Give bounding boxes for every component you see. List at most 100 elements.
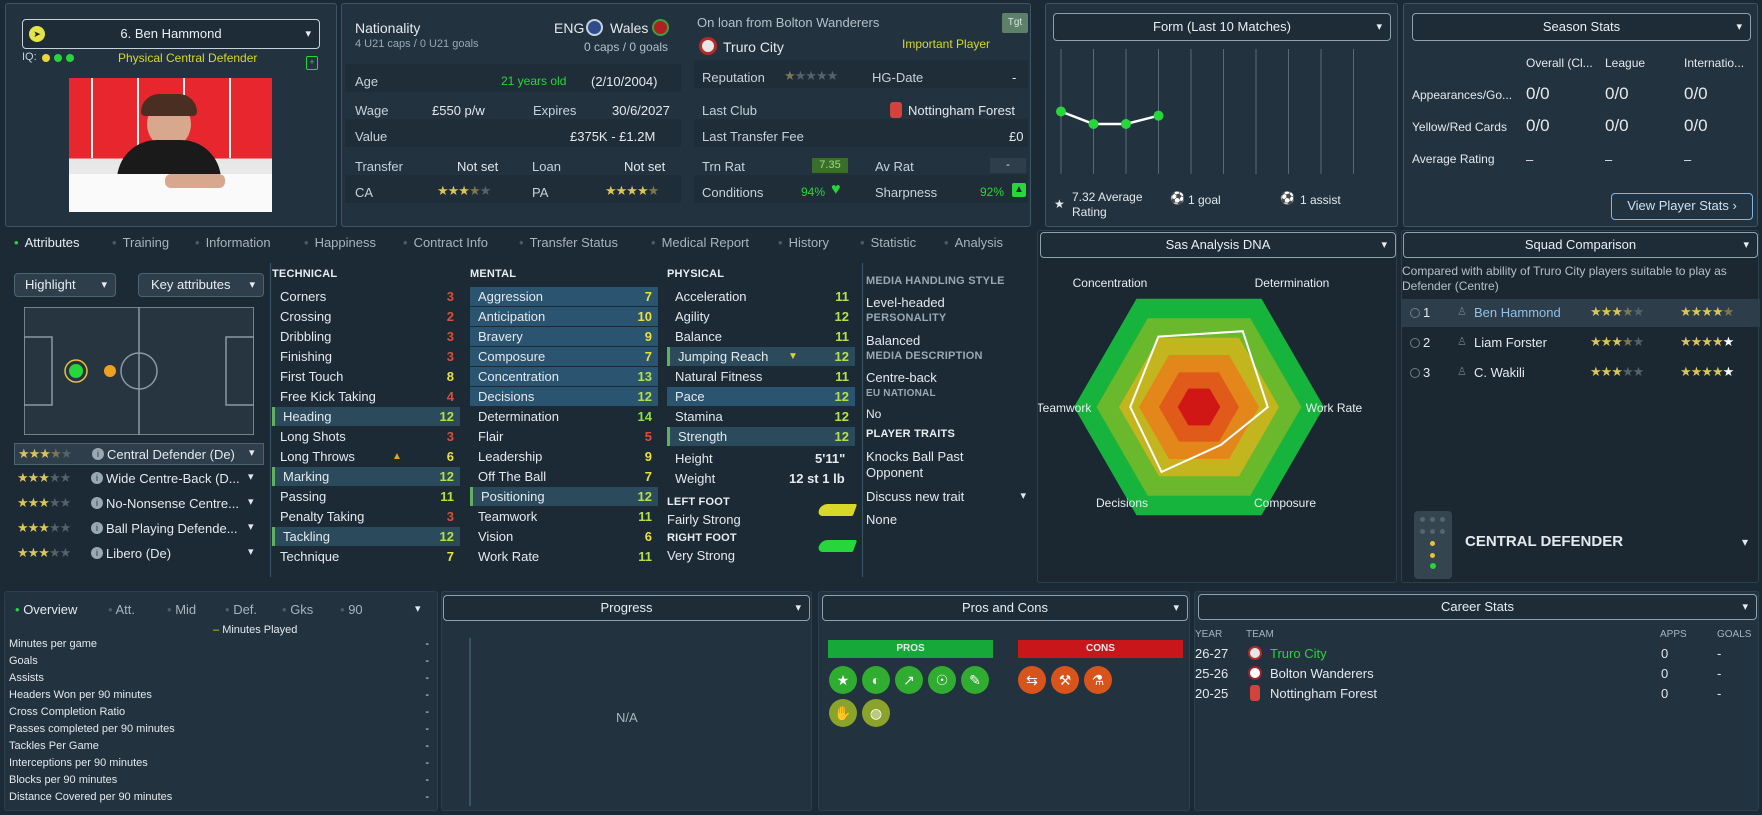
squad-selector[interactable]: Squad Comparison ▾ [1403, 232, 1758, 258]
highlight-select[interactable]: Highlight ▾ [14, 273, 116, 297]
attr-aggression[interactable]: Aggression 7 [470, 287, 658, 306]
tgt-badge[interactable]: Tgt [1002, 13, 1028, 33]
attr-passing[interactable]: Passing 11 [280, 489, 454, 504]
attr-agility[interactable]: Agility 12 [675, 309, 849, 324]
attr-decisions[interactable]: Decisions 12 [470, 387, 658, 406]
form-selector[interactable]: Form (Last 10 Matches) ▾ [1053, 13, 1391, 41]
attr-dribbling[interactable]: Dribbling 3 [280, 329, 454, 344]
attr-off-the-ball[interactable]: Off The Ball 7 [478, 469, 652, 484]
tab-medical-report[interactable]: Medical Report [651, 235, 749, 250]
form-point [1056, 106, 1066, 117]
attr-work-rate[interactable]: Work Rate 11 [478, 549, 652, 564]
squad-player-name[interactable]: C. Wakili [1474, 365, 1525, 380]
attr-positioning[interactable]: Positioning 12 [470, 487, 658, 506]
career-selector[interactable]: Career Stats ▾ [1198, 594, 1757, 620]
attr-free-kick[interactable]: Free Kick Taking 4 [280, 389, 454, 404]
attr-marking[interactable]: Marking 12 [272, 467, 460, 486]
squad-row[interactable]: 3 ♙ C. Wakili ★★★★★ ★★★★★ [1402, 359, 1760, 387]
tab-analysis[interactable]: Analysis [944, 235, 1003, 250]
radio-icon[interactable] [1410, 338, 1420, 348]
attr-anticipation[interactable]: Anticipation 10 [470, 307, 658, 326]
role-row[interactable]: ★★★★★ i Wide Centre-Back (D... ▾ [14, 468, 264, 490]
attr-concentration[interactable]: Concentration 13 [470, 367, 658, 386]
discuss-trait-button[interactable]: Discuss new trait ▾ [866, 489, 1026, 504]
squad-row[interactable]: 2 ♙ Liam Forster ★★★★★ ★★★★★ [1402, 329, 1760, 357]
chevron-down-icon: ▾ [248, 546, 254, 558]
overview-tab-att[interactable]: • Att. [108, 602, 135, 617]
role-row[interactable]: ★★★★★ i Ball Playing Defende... ▾ [14, 518, 264, 540]
player-selector[interactable]: ➤ 6. Ben Hammond ▾ [22, 19, 320, 49]
attr-natural-fitness[interactable]: Natural Fitness 11 [675, 369, 849, 384]
attr-crossing[interactable]: Crossing 2 [280, 309, 454, 324]
chevron-down-icon[interactable]: ▾ [415, 603, 421, 615]
overview-tab-mid[interactable]: • Mid [167, 602, 197, 617]
pros-cons-selector[interactable]: Pros and Cons ▾ [822, 595, 1188, 621]
last-club-value[interactable]: Nottingham Forest [908, 103, 1015, 118]
tab-contract-info[interactable]: Contract Info [403, 235, 488, 250]
season-selector[interactable]: Season Stats ▾ [1412, 13, 1751, 41]
attr-leadership[interactable]: Leadership 9 [478, 449, 652, 464]
attr-stamina[interactable]: Stamina 12 [675, 409, 849, 424]
attr-vision[interactable]: Vision 6 [478, 529, 652, 544]
attr-penalty[interactable]: Penalty Taking 3 [280, 509, 454, 524]
career-team[interactable]: Bolton Wanderers [1270, 666, 1374, 681]
attr-flair[interactable]: Flair 5 [478, 429, 652, 444]
dna-selector[interactable]: Sas Analysis DNA ▾ [1040, 232, 1396, 258]
attr-technique[interactable]: Technique 7 [280, 549, 454, 564]
attr-tackling[interactable]: Tackling 12 [272, 527, 460, 546]
tab-information[interactable]: Information [195, 235, 271, 250]
attr-composure[interactable]: Composure 7 [470, 347, 658, 366]
tab-happiness[interactable]: Happiness [304, 235, 376, 250]
loan-club[interactable]: Truro City [723, 39, 784, 55]
attr-teamwork[interactable]: Teamwork 11 [478, 509, 652, 524]
squad-player-name[interactable]: Ben Hammond [1474, 305, 1561, 320]
info-icon[interactable]: i [91, 497, 103, 509]
info-icon[interactable]: i [91, 547, 103, 559]
tab-training[interactable]: Training [112, 235, 169, 250]
career-team[interactable]: Truro City [1270, 646, 1327, 661]
chevron-down-icon: ▾ [249, 279, 255, 291]
role-row[interactable]: ★★★★★ i No-Nonsense Centre... ▾ [14, 493, 264, 515]
attr-bravery[interactable]: Bravery 9 [470, 327, 658, 346]
attr-finishing[interactable]: Finishing 3 [280, 349, 454, 364]
attr-heading[interactable]: Heading 12 [272, 407, 460, 426]
chevron-down-icon[interactable]: ▾ [1742, 535, 1749, 549]
attr-jumping-reach[interactable]: Jumping Reach ▼ 12 [667, 347, 855, 366]
tab-statistic[interactable]: Statistic [860, 235, 917, 250]
view-player-stats-button[interactable]: View Player Stats › [1611, 193, 1753, 220]
info-icon[interactable]: i [91, 522, 103, 534]
attr-first-touch[interactable]: First Touch 8 [280, 369, 454, 384]
attr-pace[interactable]: Pace 12 [667, 387, 855, 406]
radio-icon[interactable] [1410, 308, 1420, 318]
radio-icon[interactable] [1410, 368, 1420, 378]
overview-tab-def[interactable]: • Def. [225, 602, 258, 617]
role-row[interactable]: ★★★★★ i Central Defender (De) ▾ [14, 443, 264, 465]
clipboard-icon[interactable]: + [306, 56, 318, 70]
transfer-value[interactable]: Not set [457, 159, 499, 174]
squad-row[interactable]: 1 ♙ Ben Hammond ★★★★★ ★★★★★ [1402, 299, 1760, 327]
attr-balance[interactable]: Balance 11 [675, 329, 849, 344]
england-flag-icon [586, 19, 603, 36]
loan-value[interactable]: Not set [624, 159, 666, 174]
attr-corners[interactable]: Corners 3 [280, 289, 454, 304]
info-icon[interactable]: i [91, 472, 103, 484]
chevron-down-icon: ▾ [795, 602, 801, 614]
attr-acceleration[interactable]: Acceleration 11 [675, 289, 849, 304]
progress-selector[interactable]: Progress ▾ [443, 595, 810, 621]
role-row[interactable]: ★★★★★ i Libero (De) ▾ [14, 543, 264, 565]
tab-attributes[interactable]: Attributes [14, 235, 80, 250]
attr-determination[interactable]: Determination 14 [478, 409, 652, 424]
attr-long-shots[interactable]: Long Shots 3 [280, 429, 454, 444]
tab-history[interactable]: History [778, 235, 829, 250]
key-attributes-select[interactable]: Key attributes ▾ [138, 273, 264, 297]
career-team[interactable]: Nottingham Forest [1270, 686, 1377, 701]
squad-ca-stars: ★★★★★ [1590, 334, 1644, 349]
squad-player-name[interactable]: Liam Forster [1474, 335, 1547, 350]
overview-tab-90[interactable]: • 90 [340, 602, 363, 617]
overview-tab-gks[interactable]: • Gks [282, 602, 314, 617]
tab-transfer-status[interactable]: Transfer Status [519, 235, 618, 250]
overview-tab-overview[interactable]: • Overview [15, 602, 78, 617]
attr-long-throws[interactable]: Long Throws ▲ 6 [280, 449, 454, 464]
info-icon[interactable]: i [92, 448, 104, 460]
attr-strength[interactable]: Strength 12 [667, 427, 855, 446]
